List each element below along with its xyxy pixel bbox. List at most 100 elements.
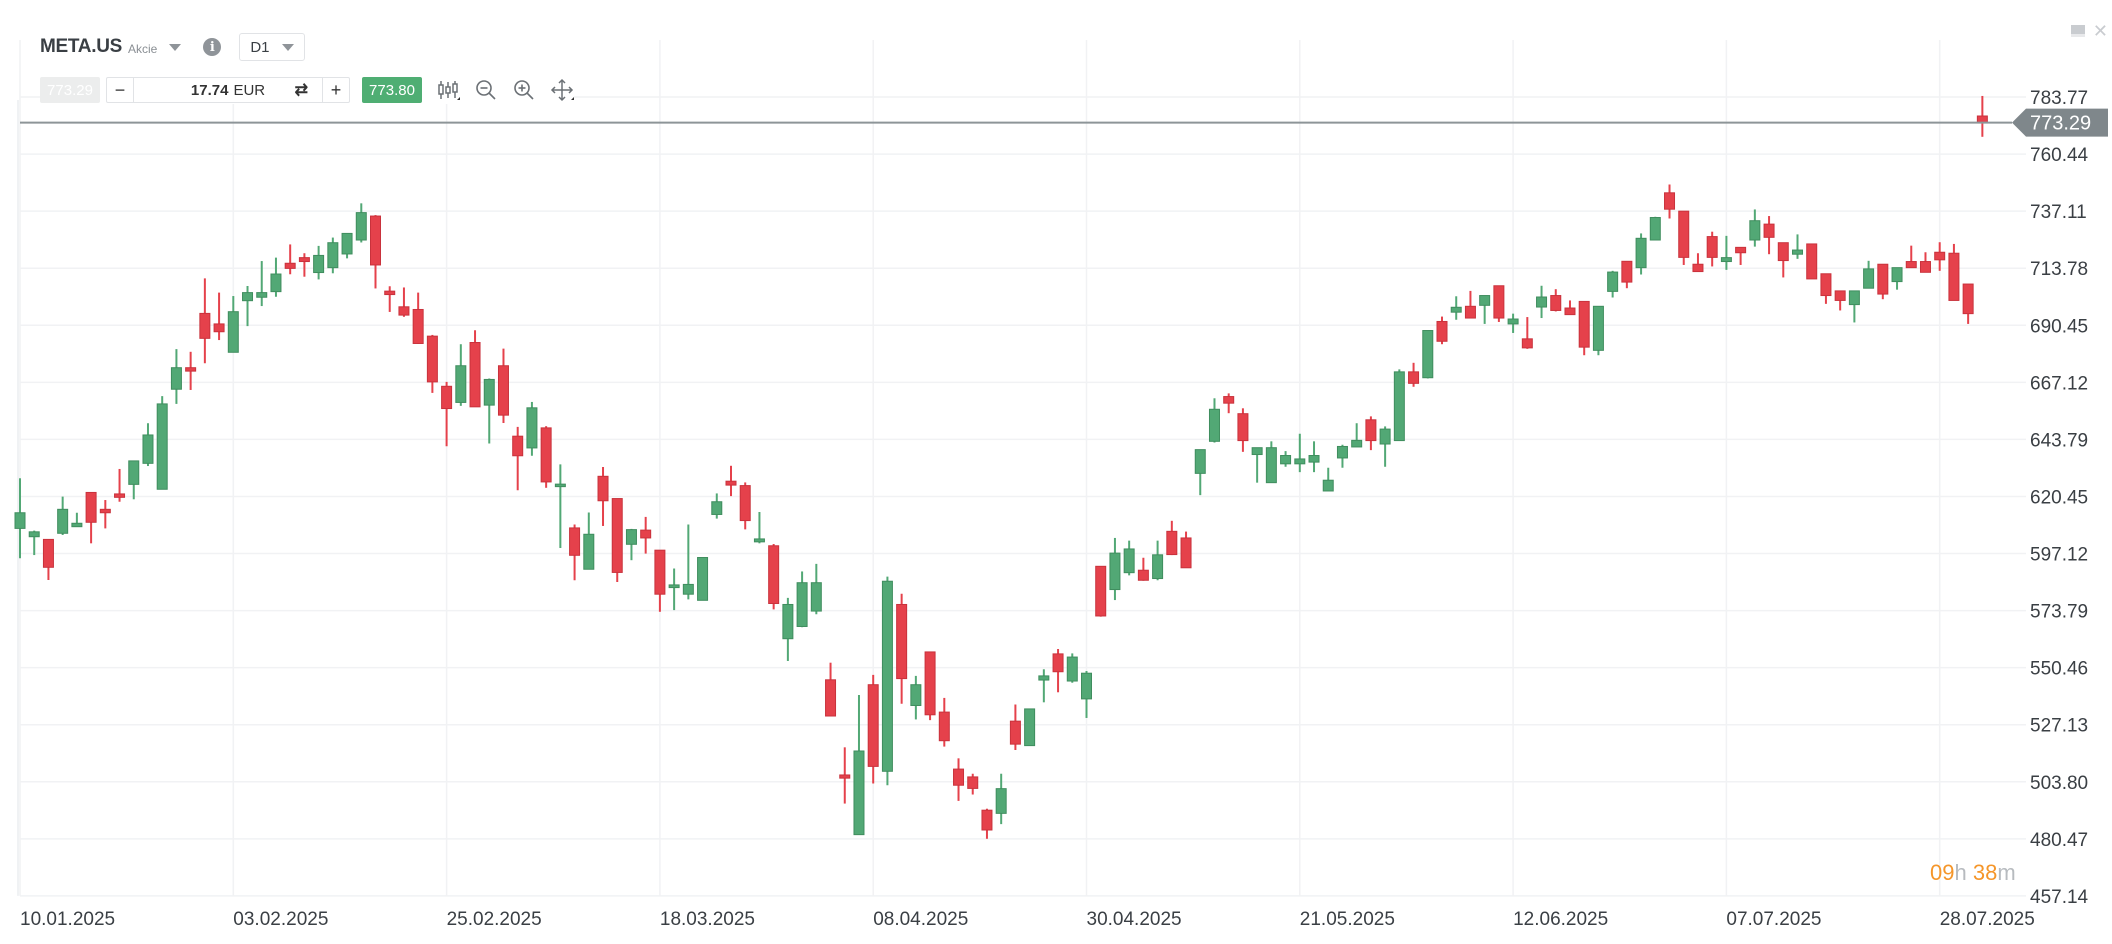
candle-body: [156, 403, 168, 490]
candle-body: [1052, 653, 1064, 673]
candle-body: [1507, 318, 1519, 325]
candle-body: [796, 582, 808, 627]
candle-body: [42, 538, 54, 568]
candle-down: [1948, 243, 1960, 301]
candle-up: [1322, 467, 1334, 492]
candle-body: [1564, 307, 1576, 316]
candle-up: [1479, 295, 1491, 324]
candle-up: [1450, 296, 1462, 320]
candle-up: [341, 232, 353, 259]
candle-down: [512, 426, 524, 491]
caret-down-icon[interactable]: [169, 43, 182, 51]
candle-up: [910, 675, 922, 720]
timeframe-select[interactable]: D1: [239, 33, 306, 61]
candle-up: [1038, 669, 1050, 703]
candle-up: [1891, 267, 1903, 290]
candle-body: [1934, 251, 1946, 261]
increase-button[interactable]: +: [330, 79, 342, 100]
candle-body: [881, 580, 893, 772]
candle-up: [1109, 537, 1121, 601]
candle-down: [384, 286, 396, 312]
buy-button[interactable]: 773.80: [362, 77, 422, 103]
candle-body: [1336, 445, 1348, 459]
price-tick-label: 480.47: [2030, 830, 2088, 851]
zoom-out-icon[interactable]: [474, 78, 498, 102]
candle-body: [1493, 285, 1505, 319]
price-axis[interactable]: 783.77 760.44 737.11 713.78 690.45 667.12 643.…: [2030, 88, 2089, 908]
candle-body: [1194, 449, 1206, 474]
candle-up: [1848, 290, 1860, 323]
candle-body: [1806, 243, 1818, 280]
instrument-symbol[interactable]: META.US: [40, 36, 122, 57]
candle-up: [483, 378, 495, 444]
candle-body: [569, 527, 581, 556]
candle-countdown: 09h 38m: [1930, 860, 2016, 886]
timer-minutes: 38: [1972, 860, 1998, 885]
timer-minutes-unit: m: [1997, 860, 2016, 885]
candle-body: [910, 684, 922, 706]
candle-body: [1408, 371, 1420, 384]
candle-down: [1223, 393, 1235, 414]
price-tick-label: 667.12: [2030, 373, 2088, 394]
candle-body: [924, 651, 936, 716]
candle-up: [156, 396, 168, 490]
candle-down: [924, 651, 936, 721]
candle-up: [1507, 313, 1519, 333]
candle-up: [1607, 270, 1619, 298]
minimize-icon[interactable]: [2070, 25, 2085, 37]
candle-body: [170, 367, 182, 390]
candle-body: [739, 485, 751, 522]
candle-down: [1436, 316, 1448, 345]
date-tick-label: 03.02.2025: [233, 909, 328, 930]
candle-body: [99, 508, 111, 514]
candle-body: [185, 367, 197, 372]
amount-value: 17.74: [190, 81, 229, 99]
candle-down: [1564, 300, 1576, 316]
candle-body: [227, 311, 239, 353]
amount-input[interactable]: 17.74 EUR ⇄: [133, 78, 323, 102]
current-price-tag: [2012, 108, 2108, 137]
info-icon[interactable]: i: [203, 38, 222, 56]
candle-body: [1280, 455, 1292, 465]
candle-body: [497, 365, 509, 416]
candle-down: [1905, 245, 1917, 269]
candle-body: [483, 378, 495, 406]
candle-down: [1009, 704, 1021, 751]
candle-up: [1379, 426, 1391, 467]
candle-body: [1792, 249, 1803, 255]
candle-up: [881, 576, 893, 786]
candle-down: [370, 215, 381, 289]
candle-body: [441, 385, 453, 410]
candle-up: [1592, 305, 1604, 356]
candle-body: [1592, 305, 1604, 351]
candle-body: [711, 501, 723, 515]
candle-up: [57, 496, 69, 536]
candle-down: [1578, 300, 1590, 356]
candle-body: [1749, 220, 1761, 241]
candlestick-icon[interactable]: [436, 78, 460, 102]
price-tick-label: 760.44: [2030, 145, 2089, 166]
candle-up: [1066, 653, 1078, 683]
candle-up: [142, 423, 154, 467]
candle-body: [1692, 263, 1704, 273]
candle-up: [583, 512, 595, 570]
candle-down: [825, 662, 837, 717]
candle-body: [597, 475, 609, 502]
candle-body: [995, 788, 1007, 814]
date-axis[interactable]: 10.01.2025 03.02.2025 25.02.2025 18.03.2025…: [20, 909, 2035, 930]
candle-up: [256, 261, 268, 307]
candle-body: [1621, 260, 1633, 283]
zoom-in-icon[interactable]: [512, 78, 536, 102]
move-icon[interactable]: [550, 78, 574, 102]
price-tick-label: 783.77: [2030, 88, 2088, 109]
sell-button[interactable]: 773.29: [40, 77, 100, 103]
candle-up: [71, 512, 83, 528]
candle-body: [1081, 672, 1092, 700]
decrease-button[interactable]: −: [114, 79, 126, 100]
candle-down: [611, 498, 623, 582]
close-icon[interactable]: ✕: [2092, 21, 2108, 41]
swap-icon[interactable]: ⇄: [294, 82, 308, 99]
price-tick-label: 457.14: [2030, 887, 2089, 908]
price-tick-label: 597.12: [2030, 545, 2088, 566]
